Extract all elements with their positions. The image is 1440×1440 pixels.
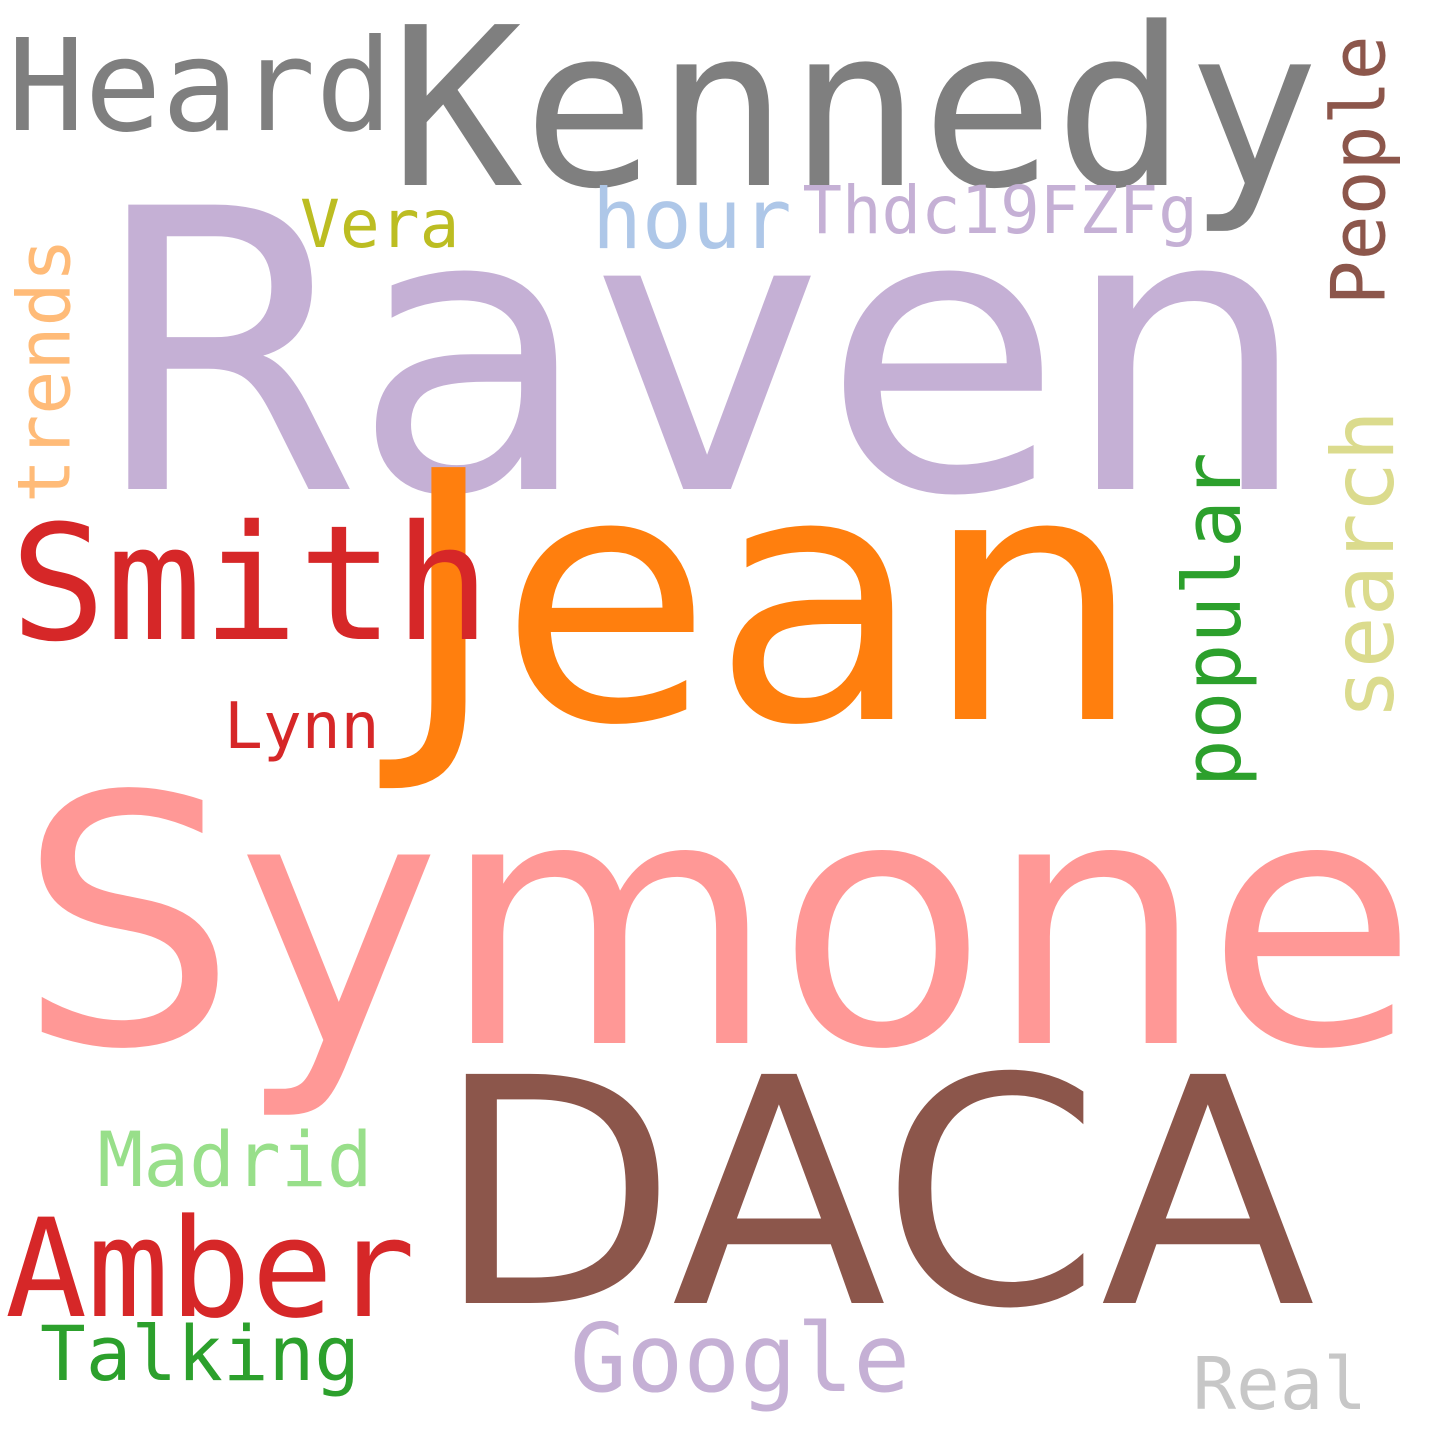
word-lynn: Lynn: [224, 688, 380, 764]
word-kennedy: Kennedy: [390, 0, 1320, 238]
word-real: Real: [1192, 1343, 1368, 1427]
word-vera: Vera: [300, 186, 460, 263]
word-trends: trends: [2, 237, 88, 503]
word-heard: Heard: [7, 12, 393, 161]
word-google: Google: [570, 1305, 911, 1414]
word-popular: popular: [1165, 452, 1259, 788]
word-jean: Jean: [397, 398, 1143, 801]
word-madrid: Madrid: [97, 1115, 373, 1204]
word-raven: Raven: [90, 128, 1310, 582]
word-thdc19fzfg: Thdc19FZFg: [802, 173, 1198, 249]
word-talking: Talking: [40, 1310, 361, 1398]
word-smith: Smith: [10, 491, 491, 677]
word-search: search: [1314, 409, 1415, 720]
word-people: People: [1315, 34, 1403, 305]
word-hour: hour: [592, 170, 792, 268]
word-symone: Symone: [18, 723, 1418, 1125]
word-amber: Amber: [5, 1190, 416, 1349]
word-daca: DACA: [435, 1012, 1316, 1378]
